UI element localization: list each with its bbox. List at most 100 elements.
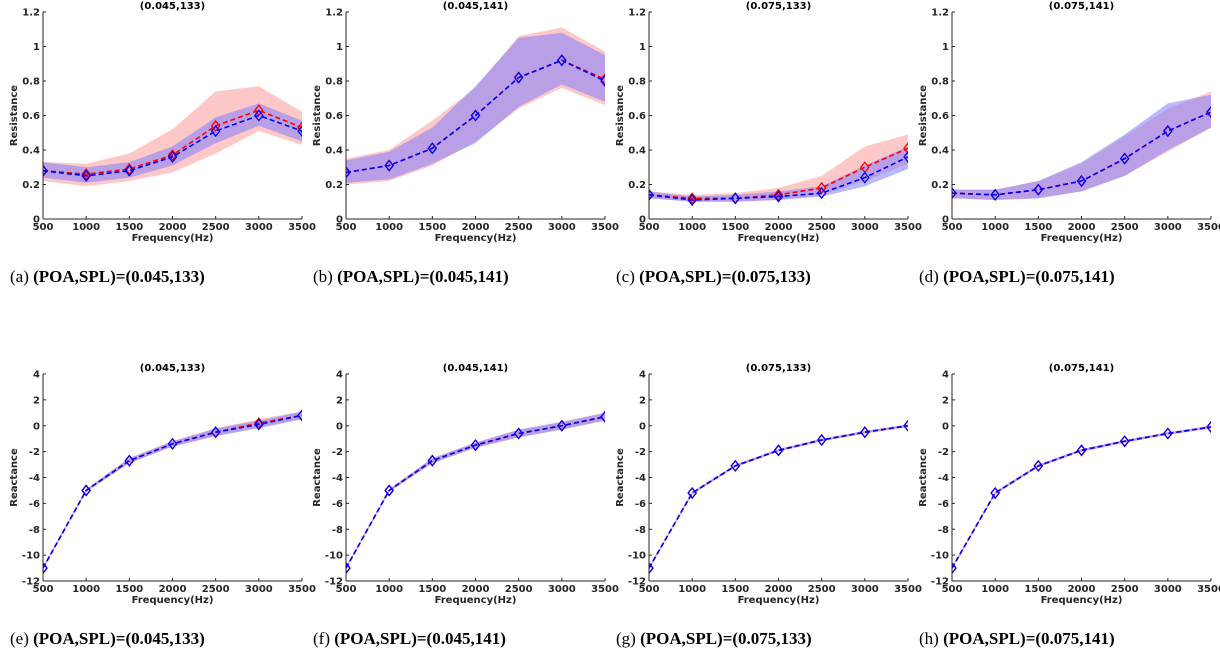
y-tick-label: 1 [942, 42, 949, 53]
point-series-1 [167, 437, 178, 450]
x-tick-label: 2000 [1068, 584, 1096, 595]
point-series-0 [124, 162, 135, 176]
band-series-0 [952, 425, 1211, 570]
x-tick-label: 2500 [808, 222, 836, 233]
y-tick-label: 0.6 [931, 111, 949, 122]
x-axis-label: Frequency(Hz) [1041, 233, 1123, 244]
point-series-1 [952, 562, 957, 575]
x-tick-label: 2000 [462, 222, 490, 233]
point-series-1 [816, 187, 827, 200]
y-tick-label: 1 [336, 42, 343, 53]
point-series-0 [81, 168, 91, 181]
y-tick-label: 0.2 [22, 180, 40, 191]
x-tick-label: 1500 [418, 584, 446, 595]
y-tick-label: -10 [22, 551, 40, 562]
y-tick-label: 1.2 [22, 8, 40, 19]
line-series-1 [43, 414, 302, 569]
y-tick-label: -8 [29, 525, 40, 536]
y-tick-label: -2 [29, 447, 40, 458]
x-tick-label: 500 [639, 222, 660, 233]
x-tick-label: 3000 [1154, 584, 1182, 595]
point-series-1 [346, 562, 351, 575]
point-series-1 [990, 188, 1000, 201]
x-tick-label: 3000 [548, 584, 576, 595]
point-series-1 [346, 166, 351, 179]
x-tick-label: 3500 [894, 222, 922, 233]
plot-area [43, 86, 302, 187]
y-tick-label: 0 [336, 215, 343, 226]
panel-b: (0.045,141) 0 0.2 0.4 0.6 0.8 1 1.2 500 1000 1500 2… [312, 1, 619, 286]
x-axis-label: Frequency(Hz) [738, 595, 820, 606]
x-tick-label: 1500 [721, 584, 749, 595]
y-tick-label: -12 [628, 577, 646, 588]
point-series-1 [124, 164, 135, 177]
y-tick-label: -8 [938, 525, 949, 536]
caption-label: (c) [616, 267, 639, 286]
line-series-1 [43, 114, 302, 177]
line-series-0 [952, 426, 1211, 569]
x-axis-label: Frequency(Hz) [132, 233, 214, 244]
point-series-0 [254, 417, 264, 430]
x-tick-label: 3500 [894, 584, 922, 595]
x-tick-label: 3500 [288, 222, 316, 233]
x-tick-label: 3000 [851, 584, 879, 595]
line-series-1 [346, 415, 605, 569]
x-tick-label: 1000 [375, 584, 403, 595]
x-tick-label: 500 [33, 584, 54, 595]
point-series-1 [81, 169, 91, 182]
y-tick-label: 0 [336, 421, 343, 432]
y-axis-label: Reactance [918, 448, 929, 507]
x-tick-label: 500 [336, 584, 357, 595]
point-series-1 [952, 187, 957, 200]
y-axis-label: Reactance [312, 448, 323, 507]
plot-area [952, 421, 1211, 575]
x-tick-label: 1500 [418, 222, 446, 233]
point-series-0 [773, 188, 784, 201]
caption-text: (POA,SPL)=(0.045,133) [33, 629, 205, 648]
point-series-1 [470, 109, 481, 122]
point-series-1 [384, 159, 394, 172]
line-series-0 [43, 109, 302, 175]
point-series-0 [903, 142, 908, 155]
panel-title: (0.045,141) [443, 1, 508, 12]
plot-area [43, 409, 302, 575]
point-series-1 [1206, 106, 1211, 119]
point-series-1 [990, 486, 1000, 500]
x-tick-label: 3500 [591, 222, 619, 233]
x-tick-label: 1500 [115, 584, 143, 595]
point-series-1 [1033, 459, 1044, 472]
plot-area [952, 91, 1211, 201]
x-tick-label: 500 [336, 222, 357, 233]
y-tick-label: -2 [332, 447, 343, 458]
caption-label: (f) [313, 629, 334, 648]
x-tick-label: 1500 [721, 222, 749, 233]
y-tick-label: 1.2 [628, 8, 646, 19]
y-tick-label: 0 [639, 215, 646, 226]
point-series-1 [1119, 435, 1130, 448]
band-series-1 [952, 94, 1211, 201]
y-tick-label: 4 [336, 370, 343, 381]
x-tick-label: 1000 [72, 222, 100, 233]
point-series-0 [297, 121, 302, 134]
x-tick-label: 2500 [505, 584, 533, 595]
panel-e: (0.045,133) -12 -10 -8 -6 -4 -2 0 2 4 500 1000 1500 2… [9, 363, 316, 648]
point-series-1 [297, 124, 302, 138]
y-tick-label: 0.8 [931, 77, 949, 88]
y-tick-label: -4 [29, 473, 40, 484]
x-tick-label: 1000 [678, 222, 706, 233]
y-tick-label: -12 [931, 577, 949, 588]
point-series-1 [903, 419, 908, 432]
y-tick-label: 0.2 [931, 180, 949, 191]
x-tick-label: 1500 [115, 222, 143, 233]
y-tick-label: -8 [635, 525, 646, 536]
x-tick-label: 2000 [159, 584, 187, 595]
point-series-1 [816, 433, 827, 447]
point-series-1 [730, 459, 741, 472]
y-tick-label: 0.2 [325, 180, 343, 191]
y-tick-label: -10 [931, 551, 949, 562]
y-tick-label: 0.8 [22, 77, 40, 88]
plot-area [649, 134, 908, 207]
panel-title: (0.045,133) [140, 1, 205, 12]
point-series-1 [1076, 175, 1087, 188]
panel-caption: (h) (POA,SPL)=(0.075,141) [919, 629, 1115, 648]
